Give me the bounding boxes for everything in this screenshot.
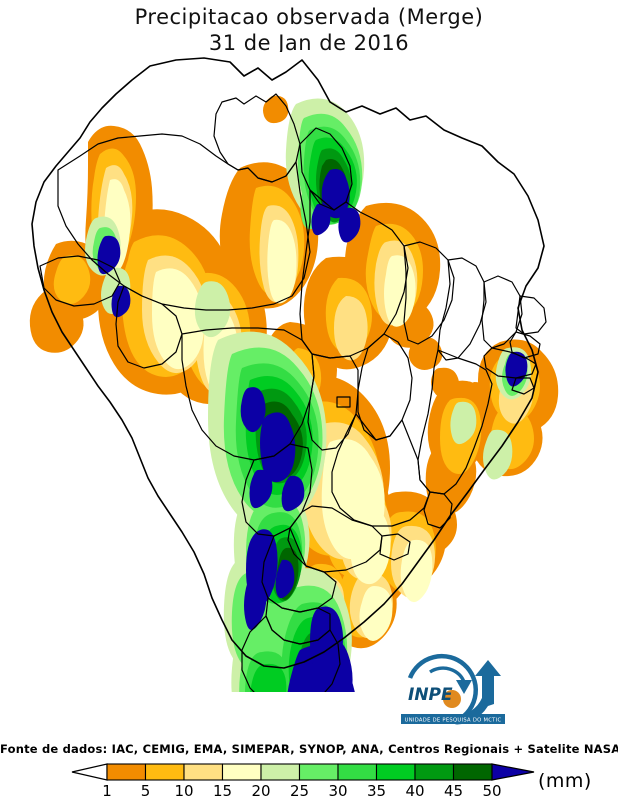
colorbar-bin xyxy=(260,763,301,781)
title-line-2: 31 de Jan de 2016 xyxy=(208,31,410,55)
colorbar-tick: 35 xyxy=(367,782,386,800)
colorbar-bin xyxy=(452,763,493,781)
inpe-logo-svg: INPE UNIDADE DE PESQUISA DO MCTIC xyxy=(401,653,505,725)
colorbar-bin xyxy=(375,763,416,781)
brazil-precipitation-map xyxy=(0,52,618,692)
logo-up-arrow-icon xyxy=(475,660,501,708)
logo-arrowhead-icon xyxy=(456,680,472,694)
colorbar-bins xyxy=(71,763,535,781)
brazil-outline xyxy=(31,57,545,669)
colorbar-tick: 10 xyxy=(174,782,193,800)
colorbar-bin xyxy=(106,763,147,781)
colorbar-tick-labels: 1 5 10 15 20 25 30 35 40 45 50 xyxy=(102,782,501,800)
precip-band-above-50 xyxy=(97,169,528,692)
state-borders xyxy=(39,93,547,692)
logo-banner-bar xyxy=(401,714,505,724)
page-title: Precipitacao observada (Merge) 31 de Jan… xyxy=(0,4,618,56)
colorbar-above-max-arrow xyxy=(491,763,535,781)
map-canvas xyxy=(0,52,618,692)
colorbar-below-min-arrow xyxy=(71,763,108,781)
logo-orange-dot-icon xyxy=(443,690,461,708)
colorbar-svg: 1 5 10 15 20 25 30 35 40 45 50 xyxy=(71,763,535,800)
colorbar-tick: 25 xyxy=(290,782,309,800)
colorbar-tick: 30 xyxy=(328,782,347,800)
colorbar-tick: 40 xyxy=(405,782,424,800)
colorbar-bin xyxy=(221,763,262,781)
logo-banner-text: UNIDADE DE PESQUISA DO MCTIC xyxy=(405,718,502,724)
colorbar-tick: 5 xyxy=(141,782,151,800)
title-line-1: Precipitacao observada (Merge) xyxy=(134,5,484,29)
precipitation-field xyxy=(29,95,559,692)
colorbar-bin xyxy=(183,763,224,781)
colorbar-bin xyxy=(337,763,378,781)
colorbar-bin xyxy=(144,763,185,781)
colorbar-tick: 50 xyxy=(482,782,501,800)
inpe-logo: INPE UNIDADE DE PESQUISA DO MCTIC xyxy=(394,652,516,728)
data-source-text: Fonte de dados: IAC, CEMIG, EMA, SIMEPAR… xyxy=(0,742,618,756)
colorbar-tick: 1 xyxy=(102,782,112,800)
colorbar-bin xyxy=(414,763,455,781)
colorbar: 1 5 10 15 20 25 30 35 40 45 50 xyxy=(0,763,618,800)
logo-inner-arc xyxy=(429,666,466,683)
logo-outer-arc xyxy=(407,653,478,722)
colorbar-tick: 45 xyxy=(444,782,463,800)
logo-acronym: INPE xyxy=(408,685,453,705)
colorbar-tick: 15 xyxy=(213,782,232,800)
colorbar-tick: 20 xyxy=(251,782,270,800)
colorbar-bin xyxy=(298,763,339,781)
colorbar-unit-label: (mm) xyxy=(538,770,592,792)
